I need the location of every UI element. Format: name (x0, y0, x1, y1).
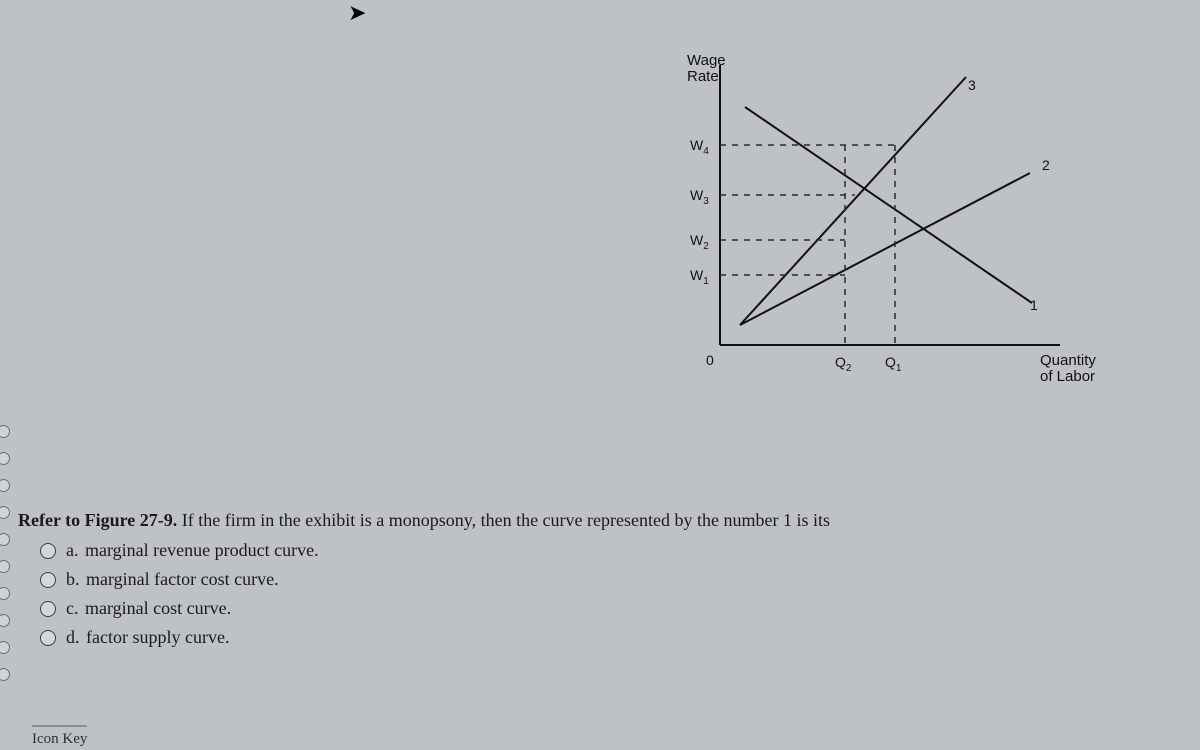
option-text: marginal revenue product curve. (85, 540, 319, 560)
option-text: marginal factor cost curve. (86, 569, 279, 589)
gutter-radio (0, 479, 10, 492)
y-tick-W1: W1 (690, 267, 709, 287)
gutter-radio (0, 506, 10, 519)
option-row-b[interactable]: b. marginal factor cost curve. (40, 569, 1168, 590)
option-letter: b. (66, 569, 80, 589)
icon-key-label: Icon Key (32, 725, 87, 748)
curve-label-2: 2 (1042, 157, 1050, 173)
chart-svg: Wage Rate W4W3W2W1 Q2Q1 321 0 Quantity o… (640, 45, 1120, 405)
gutter-radio (0, 587, 10, 600)
mfc-curve (740, 77, 966, 325)
vertical-guides (845, 145, 895, 345)
y-tick-W4: W4 (690, 137, 709, 157)
stem-prefix: Refer to Figure 27-9. (18, 510, 177, 530)
gutter-radio (0, 425, 10, 438)
horizontal-guides (720, 145, 895, 275)
curve-number-labels: 3 2 1 (968, 77, 1050, 313)
x-axis-label-2: of Labor (1040, 368, 1095, 385)
y-axis-label-2: Rate (687, 68, 719, 85)
option-letter: d. (66, 627, 80, 647)
gutter-radio (0, 614, 10, 627)
curve-label-3: 3 (968, 77, 976, 93)
supply-curve (740, 173, 1030, 325)
gutter-radio (0, 560, 10, 573)
option-letter: c. (66, 598, 79, 618)
cursor-icon: ➤ (348, 0, 366, 26)
option-radio[interactable] (40, 601, 56, 617)
option-radio[interactable] (40, 630, 56, 646)
y-tick-labels: W4 W3 W2 W1 (690, 137, 709, 287)
stem-rest: If the firm in the exhibit is a monopson… (177, 510, 830, 530)
option-radio[interactable] (40, 543, 56, 559)
gutter-radios (0, 425, 10, 681)
question-block: Refer to Figure 27-9. If the firm in the… (18, 508, 1168, 656)
gutter-radio (0, 452, 10, 465)
option-row-c[interactable]: c. marginal cost curve. (40, 598, 1168, 619)
gutter-radio (0, 641, 10, 654)
page-root: ➤ Wage Rate W4W3W2W1 Q2Q1 (0, 0, 1200, 750)
y-tick-W3: W3 (690, 187, 709, 207)
option-row-d[interactable]: d. factor supply curve. (40, 627, 1168, 648)
x-axis-label-1: Quantity (1040, 352, 1096, 369)
option-text: marginal cost curve. (85, 598, 231, 618)
y-tick-W2: W2 (690, 232, 709, 252)
option-row-a[interactable]: a. marginal revenue product curve. (40, 540, 1168, 561)
gutter-radio (0, 533, 10, 546)
curve-label-1: 1 (1030, 297, 1038, 313)
x-tick-labels: Q2 Q1 (835, 354, 902, 374)
options-list: a. marginal revenue product curve.b. mar… (40, 540, 1168, 648)
x-tick-Q2: Q2 (835, 354, 852, 374)
option-text: factor supply curve. (86, 627, 229, 647)
x-tick-Q1: Q1 (885, 354, 902, 374)
monopsony-chart: Wage Rate W4W3W2W1 Q2Q1 321 0 Quantity o… (640, 45, 1120, 405)
option-letter: a. (66, 540, 79, 560)
option-radio[interactable] (40, 572, 56, 588)
question-stem: Refer to Figure 27-9. If the firm in the… (18, 508, 1168, 532)
origin-label: 0 (706, 352, 714, 368)
gutter-radio (0, 668, 10, 681)
